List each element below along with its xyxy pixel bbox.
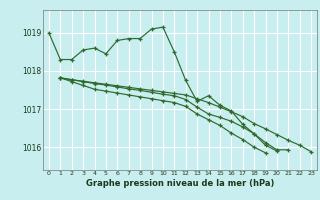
- X-axis label: Graphe pression niveau de la mer (hPa): Graphe pression niveau de la mer (hPa): [86, 179, 274, 188]
